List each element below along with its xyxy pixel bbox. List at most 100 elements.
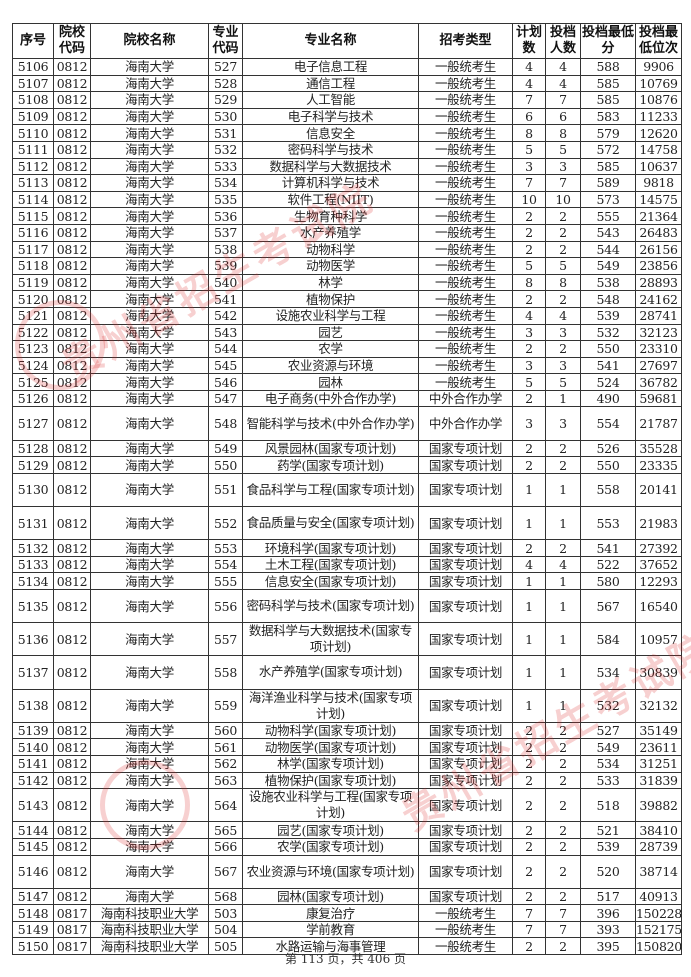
table-row: 5121 0812 海南大学 542 设施农业科学与工程 一般统考生 4 4 539 28741 (12, 306, 682, 325)
cell-school-name: 海南大学 (90, 240, 209, 259)
cell-major-code: 558 (208, 655, 243, 690)
cell-major-name: 风景园林(国家专项计划) (242, 439, 419, 458)
table-row: 5133 0812 海南大学 554 土木工程(国家专项计划) 国家专项计划 4 4 522 37… (12, 555, 682, 574)
cell-min-rank: 24162 (635, 290, 682, 308)
cell-school-code: 0812 (53, 257, 91, 275)
cell-school-name: 海南大学 (90, 223, 209, 242)
cell-seq: 5135 (12, 588, 54, 624)
cell-min-score: 522 (580, 555, 636, 574)
cell-school-code: 0812 (53, 340, 91, 358)
table-row: 5136 0812 海南大学 557 数据科学与大数据技术(国家专项计划) 国家专项计划 1… (12, 622, 682, 657)
cell-school-code: 0812 (53, 539, 91, 557)
header-plan-count: 计划数 (512, 23, 546, 59)
cell-min-score: 538 (580, 273, 636, 292)
cell-school-name: 海南大学 (90, 389, 209, 408)
cell-major-name: 食品质量与安全(国家专项计划) (242, 506, 419, 541)
cell-seq: 5136 (12, 622, 54, 657)
cell-school-code: 0812 (53, 472, 91, 508)
cell-admission-type: 国家专项计划 (418, 622, 513, 657)
cell-admitted-count: 1 (545, 572, 581, 590)
cell-seq: 5140 (12, 738, 54, 756)
cell-admission-type: 国家专项计划 (418, 539, 513, 557)
cell-plan-count: 2 (512, 754, 546, 773)
table-row: 5145 0812 海南大学 566 农学(国家专项计划) 国家专项计划 2 2 539 2873… (12, 837, 682, 856)
page-footer: 第 113 页，共 406 页 (284, 952, 407, 966)
cell-major-code: 537 (208, 223, 243, 242)
cell-major-code: 541 (208, 290, 243, 308)
cell-min-score: 583 (580, 107, 636, 126)
cell-plan-count: 3 (512, 406, 546, 441)
cell-min-rank: 12620 (635, 124, 682, 142)
cell-school-code: 0812 (53, 124, 91, 142)
cell-plan-count: 1 (512, 472, 546, 508)
cell-major-name: 海洋渔业科学与技术(国家专项计划) (242, 688, 419, 723)
cell-plan-count: 4 (512, 74, 546, 93)
cell-min-rank: 21787 (635, 406, 682, 441)
cell-seq: 5147 (12, 887, 54, 906)
cell-major-code: 568 (208, 887, 243, 906)
cell-min-score: 517 (580, 887, 636, 906)
table-row: 5122 0812 海南大学 543 园艺 一般统考生 3 3 532 32123 (12, 323, 682, 342)
cell-seq: 5112 (12, 157, 54, 176)
cell-min-rank: 23310 (635, 340, 682, 358)
table-row: 5111 0812 海南大学 532 密码科学与技术 一般统考生 5 5 572 14758 (12, 140, 682, 159)
cell-admitted-count: 2 (545, 240, 581, 259)
cell-plan-count: 5 (512, 140, 546, 159)
cell-school-code: 0817 (53, 904, 91, 922)
cell-plan-count: 2 (512, 887, 546, 906)
cell-min-score: 532 (580, 323, 636, 342)
cell-major-name: 水产养殖学(国家专项计划) (242, 655, 419, 690)
cell-min-rank: 14758 (635, 140, 682, 159)
cell-school-code: 0812 (53, 207, 91, 225)
cell-admitted-count: 3 (545, 406, 581, 441)
cell-major-code: 528 (208, 74, 243, 93)
cell-school-name: 海南大学 (90, 74, 209, 93)
table-row: 5149 0817 海南科技职业大学 504 学前教育 一般统考生 7 7 393 152175 (12, 920, 682, 939)
cell-school-code: 0812 (53, 754, 91, 773)
cell-major-name: 农业资源与环境 (242, 356, 419, 375)
cell-plan-count: 4 (512, 555, 546, 574)
cell-admission-type: 一般统考生 (418, 290, 513, 308)
cell-seq: 5118 (12, 257, 54, 275)
cell-min-score: 393 (580, 920, 636, 939)
table-row: 5110 0812 海南大学 531 信息安全 一般统考生 8 8 579 12620 (12, 124, 682, 142)
cell-admission-type: 国家专项计划 (418, 721, 513, 740)
cell-major-name: 人工智能 (242, 91, 419, 109)
cell-seq: 5107 (12, 74, 54, 93)
cell-min-score: 544 (580, 240, 636, 259)
cell-seq: 5146 (12, 854, 54, 889)
cell-min-score: 573 (580, 190, 636, 209)
cell-major-code: 538 (208, 240, 243, 259)
cell-major-code: 544 (208, 340, 243, 358)
cell-major-code: 561 (208, 738, 243, 756)
cell-major-name: 信息安全 (242, 124, 419, 142)
header-row: 序号 院校代码 院校名称 专业代码 专业名称 招考类型 计划数 投档人数 投档最低分 投档最低位次 (12, 23, 682, 59)
cell-min-score: 541 (580, 356, 636, 375)
cell-admitted-count: 2 (545, 937, 581, 956)
cell-school-code: 0812 (53, 223, 91, 242)
cell-seq: 5145 (12, 837, 54, 856)
cell-school-code: 0812 (53, 373, 91, 391)
table-row: 5148 0817 海南科技职业大学 503 康复治疗 一般统考生 7 7 396 150228 (12, 904, 682, 922)
cell-seq: 5115 (12, 207, 54, 225)
cell-plan-count: 1 (512, 622, 546, 657)
cell-admitted-count: 10 (545, 190, 581, 209)
cell-school-name: 海南大学 (90, 406, 209, 441)
cell-admitted-count: 2 (545, 771, 581, 790)
cell-school-code: 0812 (53, 655, 91, 690)
cell-admission-type: 一般统考生 (418, 323, 513, 342)
header-min-rank: 投档最低位次 (635, 23, 682, 59)
cell-min-rank: 38714 (635, 854, 682, 889)
cell-min-rank: 20141 (635, 472, 682, 508)
cell-admitted-count: 1 (545, 688, 581, 723)
cell-admitted-count: 1 (545, 622, 581, 657)
cell-school-name: 海南大学 (90, 887, 209, 906)
cell-major-name: 园艺(国家专项计划) (242, 821, 419, 839)
table-row: 5137 0812 海南大学 558 水产养殖学(国家专项计划) 国家专项计划 1 1 534 3… (12, 655, 682, 690)
cell-seq: 5130 (12, 472, 54, 508)
cell-major-name: 软件工程(NIIT) (242, 190, 419, 209)
cell-school-name: 海南大学 (90, 721, 209, 740)
cell-school-code: 0812 (53, 273, 91, 292)
cell-seq: 5126 (12, 389, 54, 408)
cell-school-name: 海南大学 (90, 140, 209, 159)
